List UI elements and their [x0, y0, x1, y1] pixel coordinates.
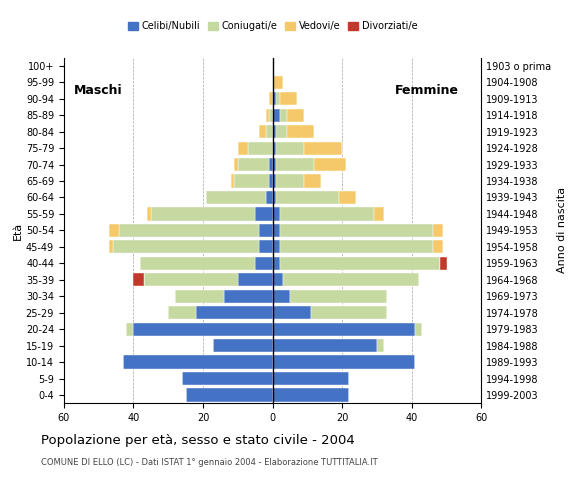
Text: Maschi: Maschi — [74, 84, 123, 97]
Bar — [276, 174, 304, 188]
Bar — [269, 92, 273, 105]
Bar — [119, 224, 259, 237]
Bar — [126, 323, 133, 336]
Bar — [234, 174, 269, 188]
Bar — [206, 191, 266, 204]
Bar — [276, 158, 314, 171]
Bar — [290, 289, 387, 303]
Bar — [433, 224, 443, 237]
Bar — [273, 356, 415, 369]
Bar — [287, 125, 314, 138]
Bar — [276, 191, 339, 204]
Bar — [273, 224, 280, 237]
Bar — [415, 323, 422, 336]
Bar — [144, 273, 238, 287]
Bar — [433, 240, 443, 253]
Y-axis label: Età: Età — [13, 221, 23, 240]
Bar — [231, 174, 234, 188]
Text: Popolazione per età, sesso e stato civile - 2004: Popolazione per età, sesso e stato civil… — [41, 434, 354, 447]
Bar — [255, 207, 273, 220]
Bar — [273, 191, 276, 204]
Bar — [269, 174, 273, 188]
Bar — [273, 108, 280, 122]
Bar — [175, 289, 224, 303]
Bar — [374, 207, 384, 220]
Bar — [133, 273, 144, 287]
Bar — [273, 289, 290, 303]
Bar — [273, 76, 283, 89]
Bar — [280, 240, 433, 253]
Bar — [168, 306, 196, 319]
Bar — [304, 142, 342, 155]
Bar — [304, 174, 321, 188]
Bar — [151, 207, 255, 220]
Bar — [109, 240, 113, 253]
Bar — [238, 273, 273, 287]
Bar — [273, 306, 311, 319]
Bar — [123, 356, 273, 369]
Bar — [259, 240, 273, 253]
Bar — [273, 372, 349, 385]
Bar — [269, 108, 273, 122]
Bar — [287, 108, 304, 122]
Bar — [280, 224, 433, 237]
Text: Femmine: Femmine — [394, 84, 458, 97]
Bar — [255, 257, 273, 270]
Bar — [273, 92, 276, 105]
Bar — [273, 339, 377, 352]
Bar — [276, 92, 280, 105]
Bar — [147, 207, 151, 220]
Legend: Celibi/Nubili, Coniugati/e, Vedovi/e, Divorziati/e: Celibi/Nubili, Coniugati/e, Vedovi/e, Di… — [124, 18, 421, 36]
Bar — [273, 174, 276, 188]
Bar — [259, 125, 266, 138]
Bar — [224, 289, 273, 303]
Bar — [377, 339, 384, 352]
Bar — [133, 323, 273, 336]
Bar — [273, 323, 415, 336]
Bar — [213, 339, 273, 352]
Bar — [238, 158, 269, 171]
Bar — [186, 388, 273, 402]
Bar — [276, 142, 304, 155]
Bar — [109, 224, 119, 237]
Text: COMUNE DI ELLO (LC) - Dati ISTAT 1° gennaio 2004 - Elaborazione TUTTITALIA.IT: COMUNE DI ELLO (LC) - Dati ISTAT 1° genn… — [41, 458, 377, 468]
Bar — [238, 142, 248, 155]
Bar — [196, 306, 273, 319]
Bar — [276, 125, 287, 138]
Bar — [266, 125, 273, 138]
Bar — [182, 372, 273, 385]
Bar — [234, 158, 238, 171]
Bar — [273, 158, 276, 171]
Bar — [273, 257, 280, 270]
Bar — [113, 240, 259, 253]
Bar — [280, 92, 297, 105]
Bar — [280, 257, 440, 270]
Bar — [280, 108, 287, 122]
Bar — [440, 257, 447, 270]
Bar — [269, 158, 273, 171]
Bar — [266, 191, 273, 204]
Bar — [273, 240, 280, 253]
Bar — [311, 306, 387, 319]
Bar — [140, 257, 255, 270]
Bar — [259, 224, 273, 237]
Bar — [283, 273, 419, 287]
Y-axis label: Anno di nascita: Anno di nascita — [557, 187, 567, 274]
Bar — [280, 207, 374, 220]
Bar — [273, 207, 280, 220]
Bar — [273, 273, 283, 287]
Bar — [273, 125, 276, 138]
Bar — [273, 388, 349, 402]
Bar — [248, 142, 273, 155]
Bar — [273, 142, 276, 155]
Bar — [339, 191, 356, 204]
Bar — [314, 158, 346, 171]
Bar — [266, 108, 269, 122]
